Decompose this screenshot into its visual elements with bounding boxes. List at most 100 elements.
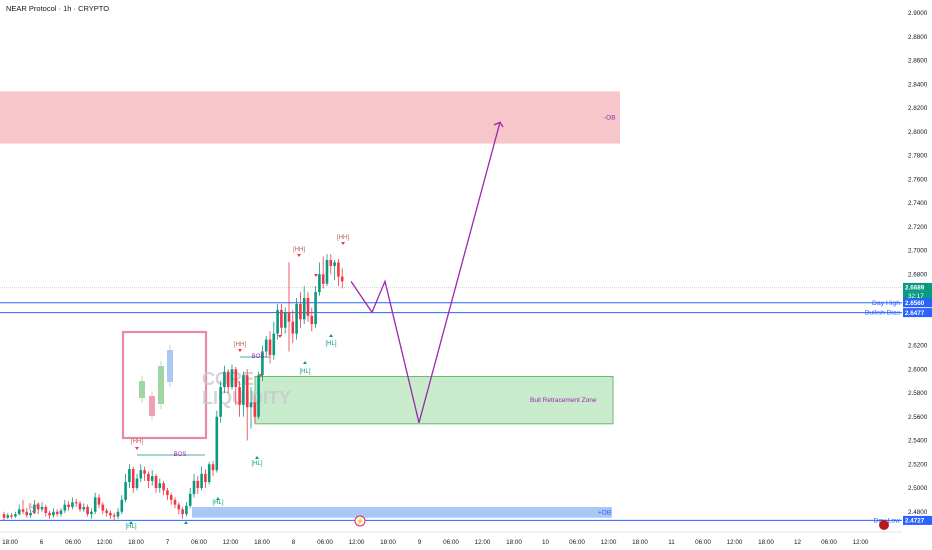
candle: [101, 504, 105, 511]
watermark-candle: [149, 396, 155, 416]
candle: [310, 315, 314, 325]
price-tick-label: 2.5200: [908, 461, 928, 468]
down-marker: [32, 511, 36, 514]
day-high-tag-text: 2.6560: [905, 300, 925, 307]
up-marker: [129, 521, 133, 524]
candle: [253, 402, 257, 417]
last-price-tag-text: 2.6689: [905, 285, 925, 292]
time-tick-label: 18:00: [758, 539, 774, 546]
candle: [234, 369, 238, 388]
down-marker: [341, 242, 345, 245]
candle: [299, 303, 302, 320]
price-tick-label: 2.7000: [908, 248, 928, 255]
candle: [207, 464, 211, 483]
candle: [25, 511, 29, 516]
candle: [93, 497, 97, 512]
candle: [268, 339, 272, 355]
time-tick-label: 06:00: [569, 539, 585, 546]
structure-label: [HH]: [131, 439, 143, 445]
down-marker: [259, 374, 263, 377]
candle: [135, 478, 139, 488]
structure-label: [HH]: [293, 247, 305, 253]
candle: [169, 495, 173, 500]
candle: [166, 490, 169, 496]
price-tick-label: 2.7200: [908, 224, 928, 231]
candle: [215, 416, 219, 471]
candle: [44, 507, 48, 513]
candle: [196, 480, 200, 488]
time-tick-label: 06:00: [443, 539, 459, 546]
candle: [245, 375, 249, 408]
candle: [131, 469, 135, 488]
candle: [185, 505, 188, 515]
watermark-candle: [158, 366, 164, 404]
up-marker: [329, 334, 333, 337]
candle: [147, 473, 150, 481]
candle: [283, 312, 287, 328]
candle: [36, 504, 40, 510]
candle: [78, 503, 82, 510]
candle: [86, 507, 89, 515]
price-tick-label: 2.8600: [908, 58, 928, 65]
price-tick-label: 2.5600: [908, 414, 928, 421]
time-tick-label: 10: [542, 539, 550, 546]
candle: [238, 387, 241, 405]
time-tick-label: 12: [794, 539, 802, 546]
price-tick-label: 2.5000: [908, 485, 928, 492]
up-marker: [184, 521, 188, 524]
candle: [181, 509, 184, 515]
up-marker: [255, 456, 259, 459]
candle: [177, 504, 181, 510]
structure-label: [HL]: [125, 524, 136, 530]
last-price-tag: [903, 282, 932, 292]
time-tick-label: 06:00: [821, 539, 837, 546]
candle: [52, 511, 55, 516]
zone-label: -OB: [604, 115, 616, 122]
time-tick-label: 06:00: [695, 539, 711, 546]
up-marker: [303, 361, 307, 364]
candle: [120, 499, 124, 512]
candle: [276, 309, 279, 334]
candle: [295, 303, 298, 334]
price-tick-label: 2.4800: [908, 509, 928, 516]
candle: [306, 298, 310, 316]
candle: [143, 470, 146, 474]
event-icon: [354, 515, 366, 527]
candle: [63, 504, 67, 511]
candle: [188, 493, 192, 506]
price-tick-label: 2.6200: [908, 343, 928, 350]
candle: [337, 262, 340, 277]
time-tick-label: 11: [668, 539, 675, 546]
bull-retracement-zone: [254, 375, 614, 425]
candle: [249, 402, 253, 408]
candle: [173, 499, 177, 505]
time-tick-label: 18:00: [506, 539, 522, 546]
candle: [40, 507, 44, 510]
candle: [55, 511, 59, 515]
time-tick-label: 12:00: [475, 539, 491, 546]
candle: [14, 514, 17, 517]
structure-label: [HL]: [212, 500, 223, 506]
bullish-bias-tag-text: 2.6477: [905, 310, 925, 317]
time-tick-label: 06:00: [317, 539, 333, 546]
time-tick-label: 06:00: [65, 539, 81, 546]
candle: [302, 298, 306, 320]
candle: [333, 262, 336, 266]
candle: [162, 483, 165, 491]
candle: [82, 507, 86, 510]
price-tick-label: 2.8400: [908, 81, 928, 88]
down-marker: [238, 349, 242, 352]
candle: [10, 515, 13, 517]
bullish-order-block-zone: [192, 507, 612, 518]
candle: [139, 470, 143, 479]
chart-title: NEAR Protocol · 1h · CRYPTO: [6, 4, 110, 13]
down-marker: [278, 335, 282, 338]
day-low-tag: [903, 515, 932, 525]
candle: [124, 482, 127, 500]
candle: [211, 464, 215, 471]
countdown-tag-text: 32:17: [908, 293, 924, 300]
time-tick-label: 9: [418, 539, 422, 546]
candle: [325, 260, 329, 284]
candle: [280, 309, 283, 328]
